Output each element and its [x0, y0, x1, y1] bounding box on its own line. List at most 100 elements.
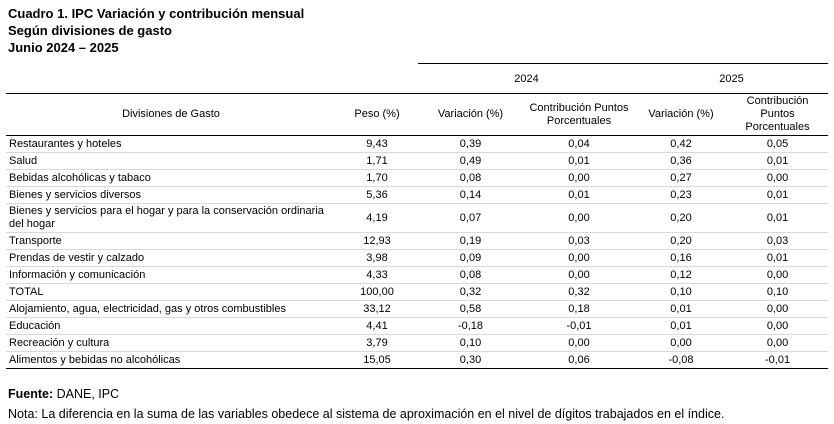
variacion-2024-value: 0,58: [418, 300, 523, 318]
variacion-2024-value: 0,39: [418, 135, 523, 153]
table-row: Salud 1,71 0,49 0,01 0,36 0,01: [6, 152, 829, 170]
variacion-2025-value: -0,08: [635, 351, 728, 369]
variacion-2025-value: 0,01: [635, 317, 728, 335]
contribucion-2025-value: 0,03: [727, 232, 829, 250]
variacion-2024-value: 0,49: [418, 152, 523, 170]
variacion-2025-value: 0,42: [635, 135, 728, 153]
division-name: Transporte: [6, 232, 336, 250]
contribucion-2024-value: 0,00: [523, 266, 636, 284]
variacion-2024-value: 0,32: [418, 283, 523, 301]
division-name: Bebidas alcohólicas y tabaco: [6, 169, 336, 187]
peso-value: 33,12: [336, 300, 418, 318]
variacion-2025-value: 0,36: [635, 152, 728, 170]
contribucion-2024-value: 0,03: [523, 232, 636, 250]
contribucion-2024-value: -0,01: [523, 317, 636, 335]
contribucion-2024-value: 0,01: [523, 186, 636, 204]
title-line-3: Junio 2024 – 2025: [8, 40, 119, 55]
variacion-2024-value: 0,14: [418, 186, 523, 204]
col-header-divisiones: Divisiones de Gasto: [6, 93, 336, 136]
variacion-2025-value: 0,12: [635, 266, 728, 284]
contribucion-2025-value: 0,00: [727, 300, 829, 318]
variacion-2025-value: 0,20: [635, 232, 728, 250]
peso-value: 3,79: [336, 334, 418, 352]
division-name: Información y comunicación: [6, 266, 336, 284]
division-name: Alojamiento, agua, electricidad, gas y o…: [6, 300, 336, 318]
year-2024-header: 2024: [418, 63, 636, 94]
table-row: Alojamiento, agua, electricidad, gas y o…: [6, 300, 829, 318]
note-line: Nota: La diferencia en la suma de las va…: [8, 404, 828, 424]
contribucion-2024-value: 0,01: [523, 152, 636, 170]
col-header-variacion-2025: Variación (%): [635, 93, 728, 136]
table-row: Transporte 12,93 0,19 0,03 0,20 0,03: [6, 232, 829, 250]
variacion-2024-value: -0,18: [418, 317, 523, 335]
col-header-variacion-2024: Variación (%): [418, 93, 523, 136]
peso-value: 100,00: [336, 283, 418, 301]
contribucion-2025-value: 0,01: [727, 203, 829, 233]
title-line-2: Según divisiones de gasto: [8, 23, 172, 38]
variacion-2025-value: 0,10: [635, 283, 728, 301]
table-body: Restaurantes y hoteles 9,43 0,39 0,04 0,…: [6, 135, 829, 369]
table-title-block: Cuadro 1. IPC Variación y contribución m…: [6, 5, 828, 56]
variacion-2025-value: 0,00: [635, 334, 728, 352]
peso-value: 1,70: [336, 169, 418, 187]
contribucion-2024-value: 0,00: [523, 334, 636, 352]
division-name: Restaurantes y hoteles: [6, 135, 336, 153]
contribucion-2024-value: 0,00: [523, 203, 636, 233]
contribucion-2025-value: 0,01: [727, 249, 829, 267]
col-header-peso: Peso (%): [336, 93, 418, 136]
contribucion-2025-value: 0,00: [727, 317, 829, 335]
division-name: Bienes y servicios para el hogar y para …: [6, 203, 336, 233]
peso-value: 4,19: [336, 203, 418, 233]
table-row: Bienes y servicios diversos 5,36 0,14 0,…: [6, 186, 829, 204]
variacion-2024-value: 0,08: [418, 169, 523, 187]
note-label: Nota:: [8, 407, 38, 421]
table-row: Educación 4,41 -0,18 -0,01 0,01 0,00: [6, 317, 829, 335]
col-header-contribucion-2025: Contribución Puntos Porcentuales: [727, 93, 829, 136]
variacion-2025-value: 0,20: [635, 203, 728, 233]
peso-value: 1,71: [336, 152, 418, 170]
division-name: Bienes y servicios diversos: [6, 186, 336, 204]
contribucion-2025-value: 0,00: [727, 169, 829, 187]
peso-value: 15,05: [336, 351, 418, 369]
contribucion-2025-value: 0,05: [727, 135, 829, 153]
contribucion-2025-value: -0,01: [727, 351, 829, 369]
variacion-2024-value: 0,07: [418, 203, 523, 233]
contribucion-2024-value: 0,32: [523, 283, 636, 301]
contribucion-2024-value: 0,00: [523, 169, 636, 187]
source-text: DANE, IPC: [53, 387, 120, 401]
ipc-variation-table: 2024 2025 Divisiones de Gasto Peso (%) V…: [6, 63, 829, 369]
note-text: La diferencia en la suma de las variable…: [37, 407, 725, 421]
division-name: TOTAL: [6, 283, 336, 301]
contribucion-2024-value: 0,18: [523, 300, 636, 318]
variacion-2025-value: 0,01: [635, 300, 728, 318]
title-line-1: Cuadro 1. IPC Variación y contribución m…: [8, 6, 305, 21]
source-line: Fuente: DANE, IPC: [8, 384, 828, 404]
variacion-2024-value: 0,30: [418, 351, 523, 369]
variacion-2025-value: 0,23: [635, 186, 728, 204]
variacion-2024-value: 0,08: [418, 266, 523, 284]
year-2025-header: 2025: [635, 63, 829, 94]
table-row: Bebidas alcohólicas y tabaco 1,70 0,08 0…: [6, 169, 829, 187]
variacion-2024-value: 0,10: [418, 334, 523, 352]
contribucion-2024-value: 0,06: [523, 351, 636, 369]
table-row: Información y comunicación 4,33 0,08 0,0…: [6, 266, 829, 284]
peso-value: 12,93: [336, 232, 418, 250]
division-name: Prendas de vestir y calzado: [6, 249, 336, 267]
table-row: Restaurantes y hoteles 9,43 0,39 0,04 0,…: [6, 135, 829, 153]
variacion-2025-value: 0,16: [635, 249, 728, 267]
division-name: Educación: [6, 317, 336, 335]
division-name: Recreación y cultura: [6, 334, 336, 352]
variacion-2024-value: 0,19: [418, 232, 523, 250]
table-row: Bienes y servicios para el hogar y para …: [6, 203, 829, 233]
column-header-row: Divisiones de Gasto Peso (%) Variación (…: [6, 93, 829, 136]
variacion-2025-value: 0,27: [635, 169, 728, 187]
table-row: Alimentos y bebidas no alcohólicas 15,05…: [6, 351, 829, 369]
peso-value: 3,98: [336, 249, 418, 267]
contribucion-2025-value: 0,01: [727, 186, 829, 204]
peso-value: 5,36: [336, 186, 418, 204]
year-header-row: 2024 2025: [6, 63, 829, 94]
table-row: Prendas de vestir y calzado 3,98 0,09 0,…: [6, 249, 829, 267]
contribucion-2024-value: 0,04: [523, 135, 636, 153]
peso-value: 9,43: [336, 135, 418, 153]
